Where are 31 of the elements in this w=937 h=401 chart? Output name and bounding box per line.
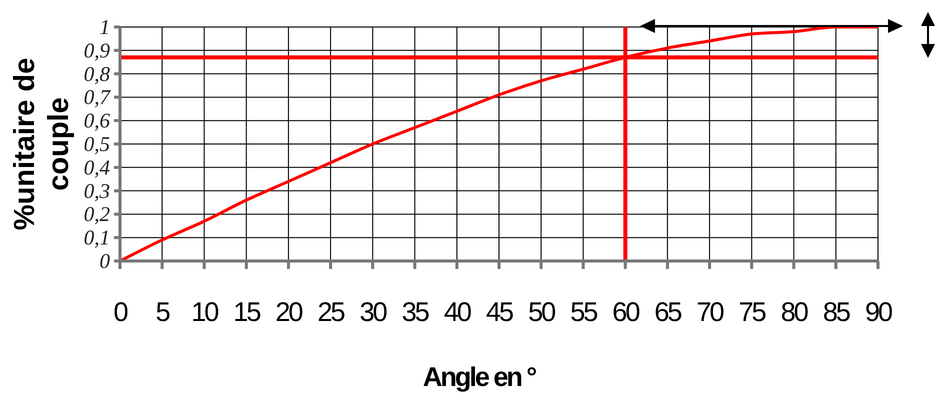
x-tick-label: 60 — [612, 297, 640, 327]
x-tick-label: 70 — [696, 297, 724, 327]
x-tick-label: 90 — [864, 297, 892, 327]
x-tick-label: 50 — [528, 297, 556, 327]
x-tick-label: 40 — [444, 297, 471, 327]
x-tick-label: 55 — [570, 297, 598, 327]
x-axis-title: Angle en ° — [422, 362, 536, 392]
x-tick-label: 65 — [654, 297, 682, 327]
y-tick-label: 0,1 — [84, 226, 110, 250]
y-tick-label: 0,5 — [84, 132, 110, 156]
x-tick-label: 25 — [318, 297, 345, 327]
y-tick-label: 0 — [100, 249, 110, 273]
x-tick-label: 75 — [738, 297, 766, 327]
y-tick-label: 0,9 — [84, 38, 110, 62]
y-tick-label: 0,8 — [84, 62, 110, 86]
x-tick-label: 85 — [822, 297, 850, 327]
y-tick-label: 1 — [100, 15, 110, 39]
y-tick-label: 0,7 — [84, 85, 112, 110]
y-tick-label: 0,4 — [84, 155, 110, 180]
x-tick-label: 80 — [780, 297, 808, 327]
y-tick-label: 0,2 — [84, 202, 110, 226]
x-tick-label: 5 — [156, 297, 170, 327]
x-tick-label: 15 — [233, 297, 260, 327]
y-tick-label: 0,6 — [84, 108, 110, 133]
x-tick-label: 30 — [360, 297, 387, 327]
x-tick-label: 35 — [402, 297, 429, 327]
y-tick-label: 0,3 — [84, 178, 110, 203]
x-tick-label: 20 — [275, 297, 302, 327]
x-tick-label: 10 — [191, 297, 218, 327]
x-tick-label: 45 — [486, 297, 513, 327]
y-axis-title: %unitaire de couple — [9, 58, 75, 230]
